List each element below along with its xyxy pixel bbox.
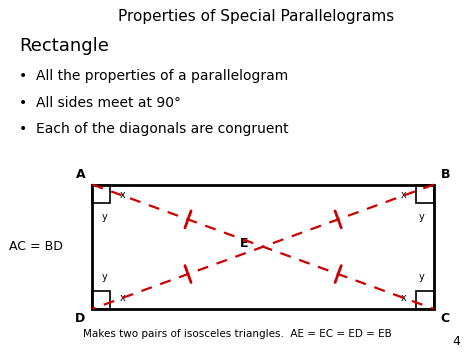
Text: x: x — [119, 293, 125, 303]
Text: •  All the properties of a parallelogram: • All the properties of a parallelogram — [19, 69, 288, 83]
Text: y: y — [419, 212, 425, 222]
Text: B: B — [441, 168, 450, 181]
Bar — [416, 291, 434, 309]
Text: x: x — [401, 190, 407, 200]
Bar — [92, 185, 434, 309]
Text: C: C — [441, 312, 450, 326]
Text: D: D — [75, 312, 85, 326]
Text: y: y — [101, 212, 107, 222]
Bar — [416, 185, 434, 203]
Text: x: x — [119, 190, 125, 200]
Bar — [92, 291, 110, 309]
Text: x: x — [401, 293, 407, 303]
Text: Rectangle: Rectangle — [19, 37, 109, 55]
Text: 4: 4 — [452, 335, 460, 348]
Text: E: E — [240, 237, 248, 250]
Text: y: y — [101, 272, 107, 282]
Bar — [92, 185, 110, 203]
Text: •  Each of the diagonals are congruent: • Each of the diagonals are congruent — [19, 122, 289, 136]
Text: Makes two pairs of isosceles triangles.  AE = EC = ED = EB: Makes two pairs of isosceles triangles. … — [82, 329, 392, 339]
Text: AC = BD: AC = BD — [9, 240, 64, 253]
Text: A: A — [76, 168, 85, 181]
Text: Properties of Special Parallelograms: Properties of Special Parallelograms — [118, 9, 394, 24]
Text: y: y — [419, 272, 425, 282]
Text: •  All sides meet at 90°: • All sides meet at 90° — [19, 96, 181, 110]
